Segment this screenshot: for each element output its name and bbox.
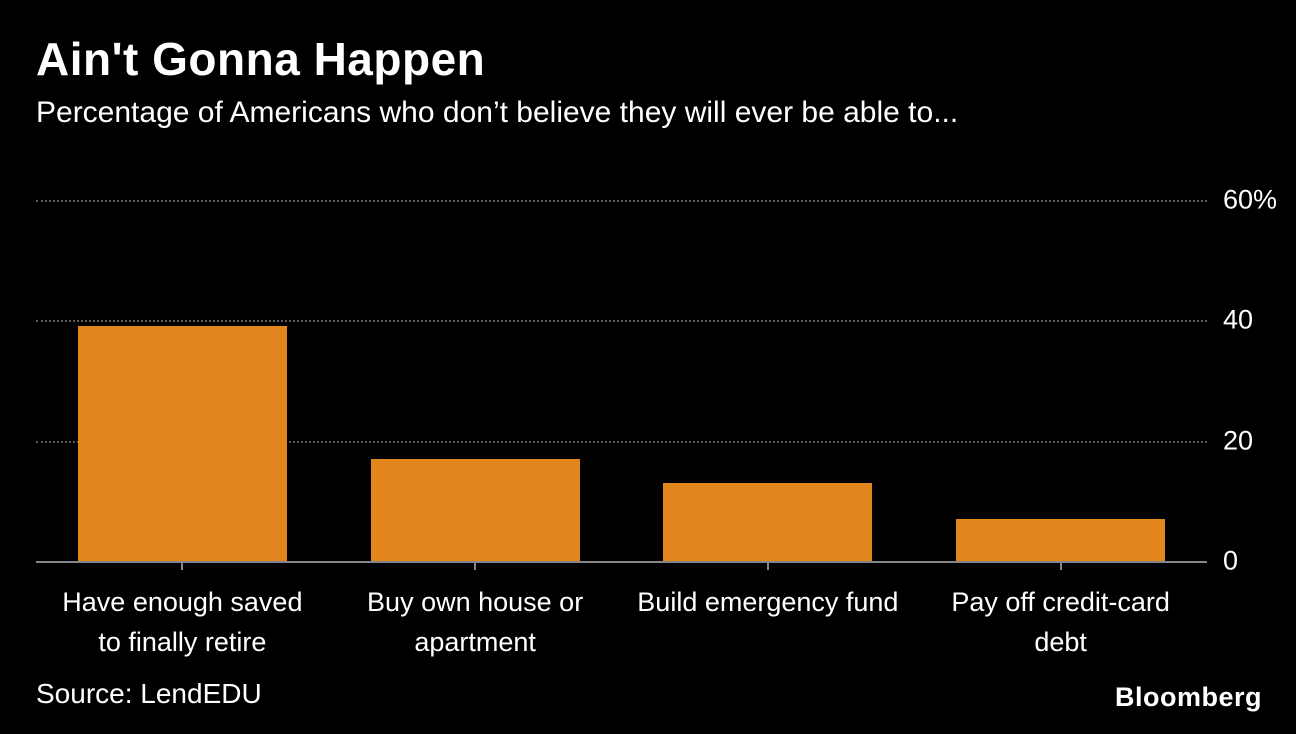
- bar-2: [370, 458, 580, 561]
- category-label: Buy own house or apartment: [367, 587, 584, 657]
- category-label: Have enough saved to finally retire: [62, 587, 303, 657]
- category-label: Pay off credit-card debt: [951, 587, 1170, 657]
- y-axis-tick-label: 0: [1223, 545, 1239, 576]
- y-axis-tick-label: 40: [1223, 304, 1254, 335]
- bloomberg-logo: Bloomberg: [1114, 682, 1262, 712]
- y-axis-tick-label: 60%: [1223, 184, 1278, 215]
- chart-title: Ain't Gonna Happen: [36, 33, 486, 85]
- gridline: [36, 440, 1207, 443]
- source-note: Source: LendEDU: [36, 678, 262, 709]
- y-axis-tick-label: 20: [1223, 425, 1254, 456]
- category-label: Build emergency fund: [637, 587, 899, 617]
- x-axis-baseline: [36, 561, 1207, 563]
- gridline: [36, 320, 1207, 323]
- x-axis-tick: [766, 561, 769, 570]
- bar-1: [77, 326, 287, 561]
- x-axis-tick: [474, 561, 477, 570]
- chart-subtitle: Percentage of Americans who don’t believ…: [36, 96, 959, 129]
- plot-area: 0 20 40 60%: [36, 185, 1277, 576]
- bar-3: [663, 482, 873, 561]
- bar-4: [956, 518, 1166, 561]
- x-axis-labels: Have enough saved to finally retire Buy ow…: [36, 582, 1207, 662]
- x-axis-tick: [181, 561, 184, 570]
- gridline: [36, 200, 1207, 202]
- x-axis-tick: [1059, 561, 1062, 570]
